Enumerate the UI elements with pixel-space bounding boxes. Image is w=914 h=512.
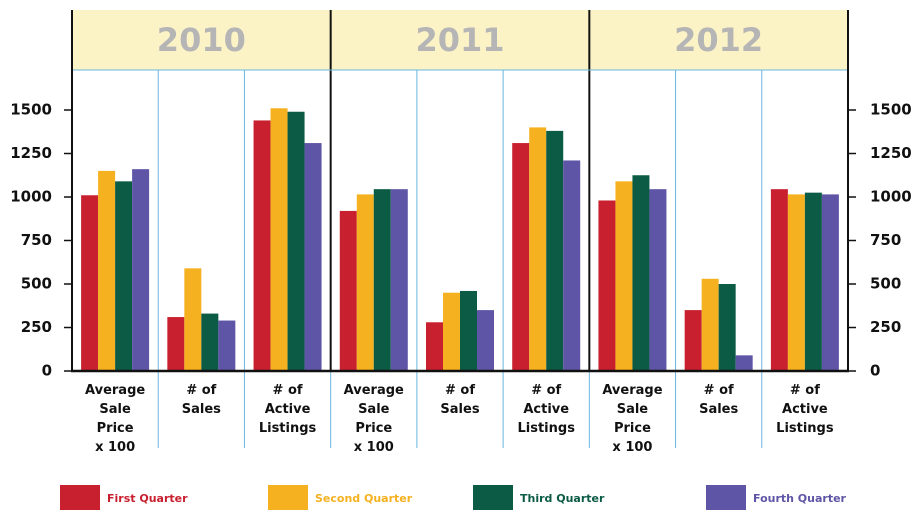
y-tick-label: 1250 [870,144,912,162]
bar [821,194,839,371]
bar [460,290,477,371]
x-tick-label: # of Active Listings [259,383,317,436]
bar [167,317,185,371]
bar [253,120,271,371]
bar [787,194,805,371]
x-tick-label: # of Active Listings [776,383,834,436]
y-tick-label: 0 [870,362,880,380]
bar [115,181,133,371]
bar [546,130,564,371]
bar [598,200,616,371]
legend-label: Second Quarter [315,492,413,505]
bar [632,175,650,371]
bar [477,310,494,371]
y-tick-label: 1000 [870,188,912,206]
bar [287,111,305,372]
bar [649,189,667,371]
y-tick-label: 1500 [10,101,52,119]
bar [563,160,581,371]
y-tick-label: 500 [21,275,52,293]
bar [701,278,719,371]
bar [98,170,116,371]
legend-swatch [268,485,308,510]
bar [184,268,202,371]
bar [770,189,788,371]
bar [304,143,322,371]
bar [426,322,443,371]
x-tick-label: # of Sales [699,383,738,417]
y-tick-label: 1250 [10,144,52,162]
x-tick-label: Average Sale Price x 100 [85,383,145,455]
bar [218,320,236,371]
legend-swatch [706,485,746,510]
bar [390,189,408,371]
bar [373,189,391,371]
bar [81,195,99,371]
bar [615,181,633,371]
x-tick-label: Average Sale Price x 100 [344,383,404,455]
bar [804,192,822,371]
y-tick-label: 1500 [870,101,912,119]
legend-label: Fourth Quarter [753,492,847,505]
bar [684,310,702,371]
bar [270,108,288,371]
bar [339,210,357,371]
legend-label: First Quarter [107,492,188,505]
bar [529,127,547,372]
y-tick-label: 750 [21,231,52,249]
year-label: 2012 [674,21,763,59]
x-tick-label: Average Sale Price x 100 [602,383,662,455]
y-tick-label: 500 [870,275,901,293]
y-tick-label: 1000 [10,188,52,206]
header-band [72,10,848,70]
y-tick-label: 750 [870,231,901,249]
bar [132,169,150,371]
y-tick-label: 250 [21,318,52,336]
x-tick-label: # of Active Listings [517,383,575,436]
legend-label: Third Quarter [520,492,605,505]
x-tick-label: # of Sales [440,383,479,417]
y-tick-label: 250 [870,318,901,336]
x-tick-label: # of Sales [182,383,221,417]
bar [201,313,219,371]
bar [718,284,736,371]
bar [512,143,530,371]
legend-swatch [60,485,100,510]
bar [356,194,374,371]
y-tick-label: 0 [42,362,52,380]
legend-swatch [473,485,513,510]
bar [735,355,753,371]
bar [443,292,460,371]
year-label: 2011 [415,21,504,59]
year-label: 2010 [157,21,246,59]
